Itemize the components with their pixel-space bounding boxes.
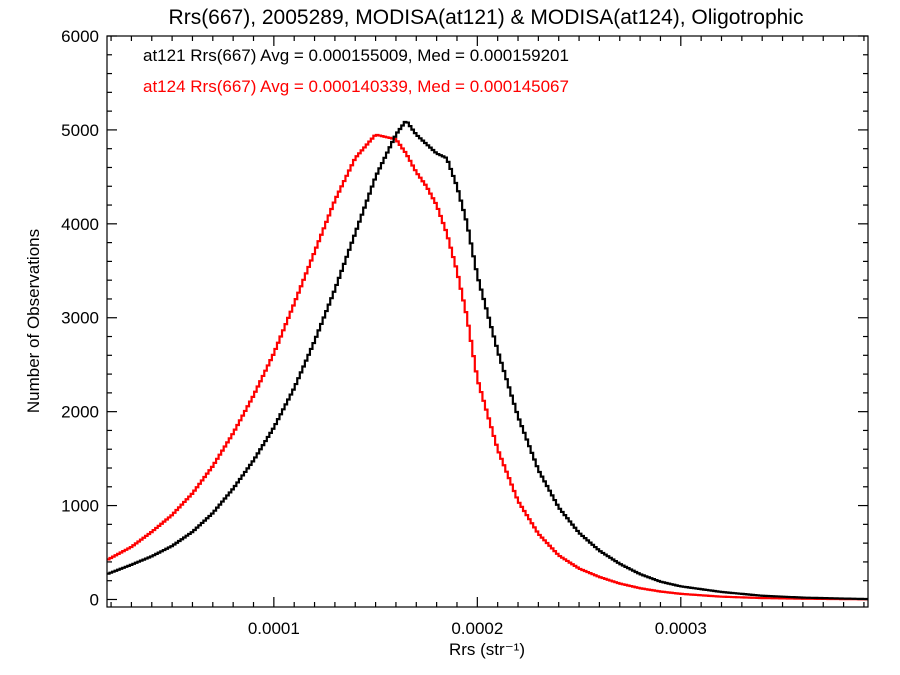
legend-entry-at124: at124 Rrs(667) Avg = 0.000140339, Med = … (143, 77, 569, 96)
y-tick-label: 4000 (61, 215, 99, 234)
y-tick-label: 5000 (61, 121, 99, 140)
x-axis-title: Rrs (str⁻¹) (449, 640, 525, 659)
series-line-at121 (107, 120, 868, 601)
x-axis: 0.0001 0.0002 0.0003 (110, 36, 865, 638)
y-tick-label: 3000 (61, 309, 99, 328)
series-layer (107, 120, 868, 601)
y-axis: 0 1000 2000 3000 4000 5000 6000 (61, 27, 868, 609)
series-line-at124 (107, 133, 868, 601)
x-tick-label: 0.0001 (248, 619, 300, 638)
plot-frame (106, 35, 869, 608)
legend-entry-at121: at121 Rrs(667) Avg = 0.000155009, Med = … (143, 46, 569, 65)
y-tick-label: 1000 (61, 497, 99, 516)
y-tick-label: 0 (90, 590, 99, 609)
chart-title: Rrs(667), 2005289, MODISA(at121) & MODIS… (169, 6, 804, 29)
y-axis-title: Number of Observations (24, 229, 43, 413)
y-tick-label: 6000 (61, 27, 99, 46)
x-tick-label: 0.0003 (655, 619, 707, 638)
y-tick-label: 2000 (61, 403, 99, 422)
x-tick-label: 0.0002 (451, 619, 503, 638)
